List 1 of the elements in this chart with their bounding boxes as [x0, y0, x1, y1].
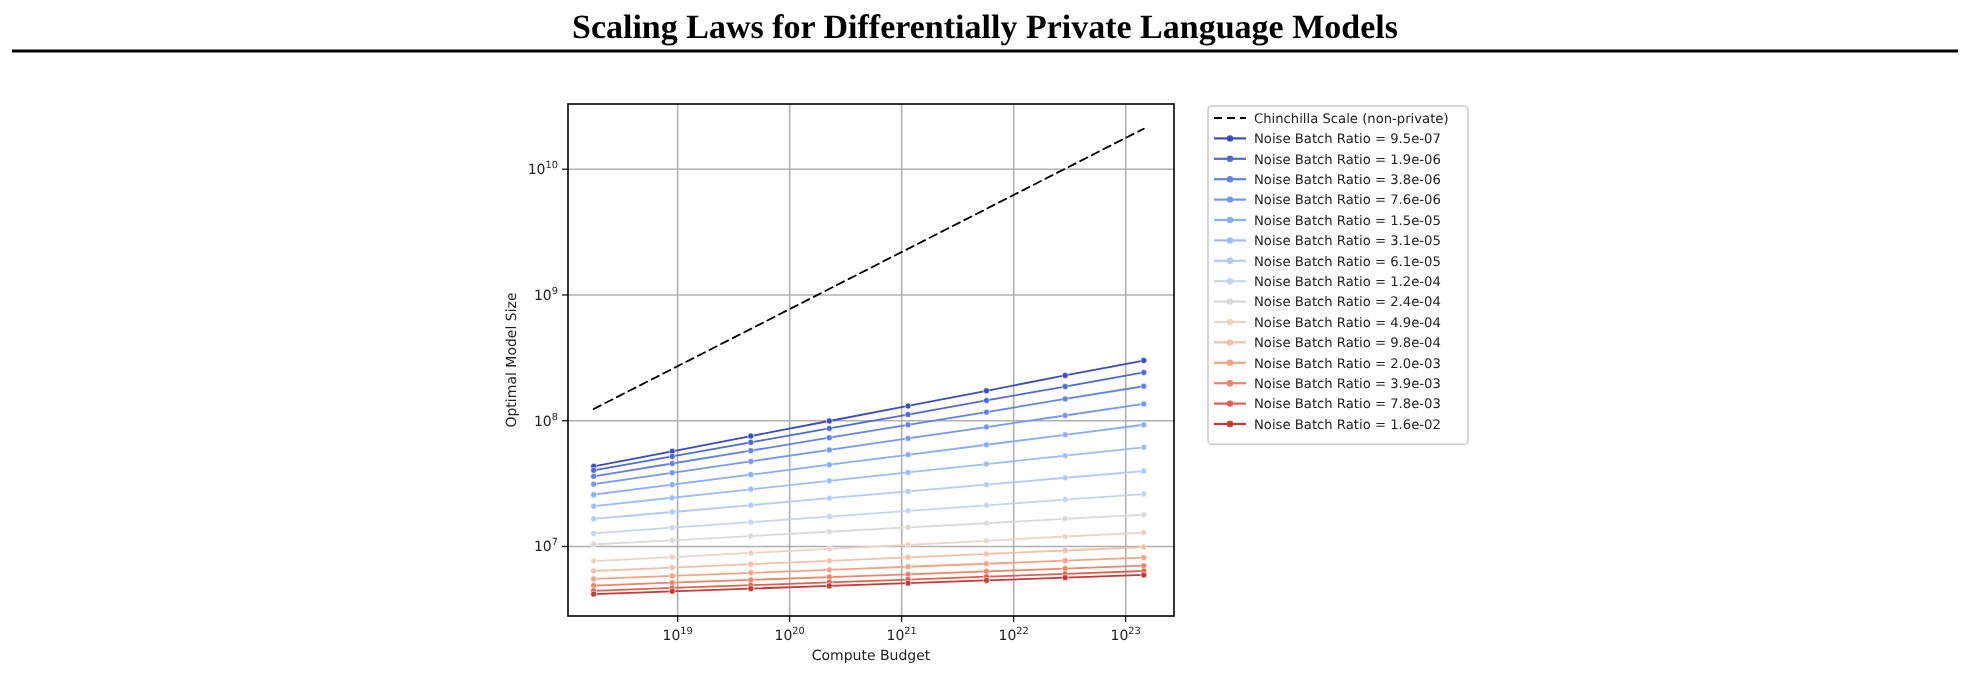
chart-title: Scaling Laws for Differentially Private Language Models [571, 8, 1399, 46]
